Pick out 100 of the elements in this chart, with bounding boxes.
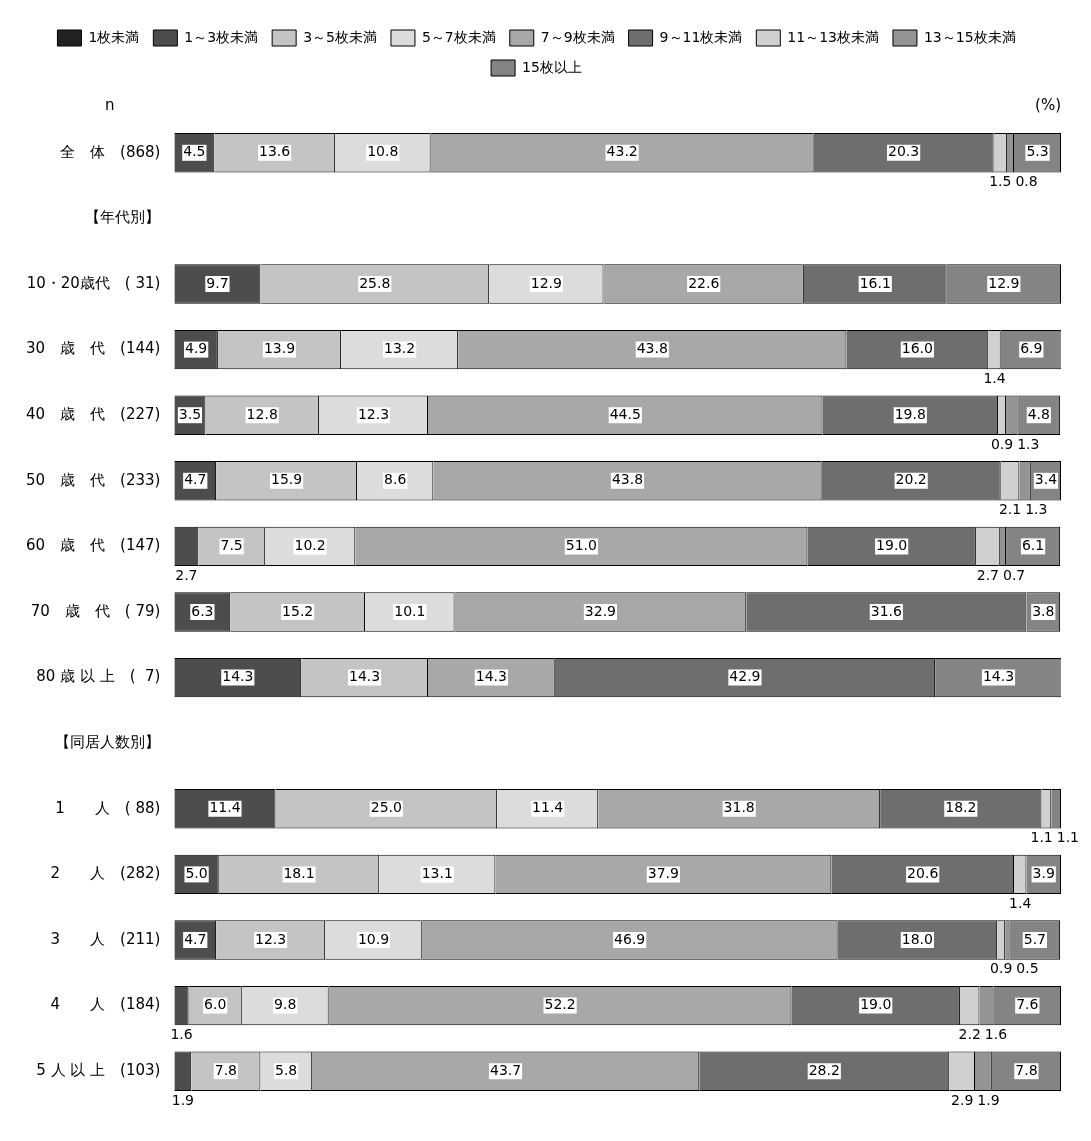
data-label: 16.0	[901, 340, 933, 357]
y-tick-label: 80 歳 以 上 ( 7)	[36, 667, 161, 686]
data-label: 0.5	[1016, 960, 1039, 977]
data-label: 14.3	[349, 668, 381, 685]
data-label: 14.3	[222, 668, 254, 685]
data-label: 15.9	[270, 471, 303, 488]
data-label: 7.6	[1016, 996, 1039, 1013]
data-label: 43.2	[606, 143, 638, 160]
data-label: 1.1	[1056, 829, 1079, 846]
data-label: 2.1	[998, 501, 1022, 518]
data-label: 4.7	[184, 930, 207, 947]
data-label: 1.6	[170, 1025, 193, 1042]
data-label: 5.0	[185, 865, 208, 882]
data-label: 28.2	[808, 1061, 840, 1078]
data-label: 32.9	[584, 602, 617, 619]
legend-label: 15枚以上	[522, 58, 582, 75]
y-tick-label: 60 歳 代 (147)	[26, 536, 161, 555]
data-label: 25.8	[359, 274, 391, 291]
data-label: 18.2	[945, 799, 977, 816]
data-label: 13.9	[263, 340, 296, 357]
data-label: 7.5	[220, 537, 243, 554]
data-label: 1.4	[983, 369, 1006, 386]
data-label: 8.6	[384, 471, 407, 488]
data-label: 4.8	[1027, 405, 1050, 422]
data-label: 6.9	[1020, 340, 1043, 357]
data-label: 3.5	[178, 405, 202, 422]
data-label: 14.3	[475, 668, 507, 685]
data-label: 12.3	[255, 930, 287, 947]
data-label: 3.8	[1032, 602, 1055, 619]
data-label: 44.5	[609, 405, 641, 422]
y-tick-label: 全 体 (868)	[60, 142, 161, 161]
data-label: 7.8	[214, 1061, 237, 1078]
legend-label: 1～3枚未満	[184, 28, 259, 45]
data-label: 31.6	[870, 602, 903, 619]
data-label: 2.7	[976, 566, 999, 583]
y-tick-label: 5 人 以 上 (103)	[36, 1061, 161, 1080]
data-label: 9.7	[206, 274, 229, 291]
data-label: 18.1	[283, 865, 315, 882]
y-tick-label: 30 歳 代 (144)	[26, 339, 161, 358]
y-tick-label: 3 人 (211)	[50, 929, 161, 948]
data-label: 13.6	[259, 143, 291, 160]
text: (%)	[1035, 96, 1061, 115]
y-tick-label: 40 歳 代 (227)	[26, 405, 161, 424]
data-label: 4.5	[183, 143, 206, 160]
y-tick-label: 10・20歳代 ( 31)	[26, 273, 161, 292]
data-label: 1.9	[171, 1091, 194, 1108]
legend-label: 3～5枚未満	[303, 28, 377, 45]
data-label: 43.7	[489, 1061, 522, 1078]
data-label: 25.0	[370, 799, 402, 816]
data-label: 2.9	[951, 1091, 974, 1108]
data-label: 10.8	[367, 143, 399, 160]
legend-label: 9～11枚未満	[659, 28, 743, 45]
y-tick-label: 1 人 ( 88)	[55, 798, 161, 817]
data-label: 9.8	[274, 996, 297, 1013]
legend-label: 11～13枚未満	[787, 28, 879, 45]
data-label: 42.9	[729, 668, 761, 685]
data-label: 43.8	[636, 340, 668, 357]
data-label: 6.3	[191, 602, 214, 619]
data-label: 13.2	[384, 340, 416, 357]
data-label: 37.9	[647, 865, 679, 882]
data-label: 19.0	[876, 537, 908, 554]
data-label: 19.0	[860, 996, 892, 1013]
data-label: 6.0	[204, 996, 227, 1013]
data-label: 18.0	[901, 930, 933, 947]
data-label: 20.3	[888, 143, 920, 160]
data-label: 1.1	[1030, 829, 1053, 846]
data-label: 12.8	[246, 405, 278, 422]
data-label: 4.9	[185, 340, 208, 357]
data-label: 7.8	[1015, 1061, 1038, 1078]
data-label: 0.7	[1002, 566, 1026, 583]
legend-label: 1枚未満	[88, 28, 140, 45]
data-label: 11.4	[532, 799, 564, 816]
legend-label: 7～9枚未満	[540, 28, 615, 45]
data-label: 2.7	[175, 566, 198, 583]
data-label: 52.2	[544, 996, 576, 1013]
data-label: 51.0	[565, 537, 597, 554]
data-label: 22.6	[688, 274, 720, 291]
data-label: 0.9	[990, 435, 1014, 452]
data-label: 12.3	[357, 405, 390, 422]
data-label: 20.6	[907, 865, 939, 882]
data-label: 10.2	[294, 537, 326, 554]
data-label: 15.2	[282, 602, 314, 619]
data-label: 16.1	[859, 274, 891, 291]
data-label: 6.1	[1021, 537, 1045, 554]
y-tick-label: 50 歳 代 (233)	[26, 470, 161, 489]
data-label: 1.9	[977, 1091, 1000, 1108]
data-label: 5.7	[1023, 930, 1046, 947]
data-label: 2.2	[958, 1025, 981, 1042]
data-label: 1.4	[1009, 894, 1032, 911]
data-label: 43.8	[611, 471, 644, 488]
data-label: 0.9	[990, 960, 1013, 977]
data-label: 1.3	[1017, 435, 1040, 452]
data-label: 10.9	[357, 930, 390, 947]
y-tick-label: 【年代別】	[85, 208, 161, 227]
data-label: 13.1	[421, 865, 453, 882]
data-label: 5.8	[275, 1061, 298, 1078]
data-label: 31.8	[723, 799, 755, 816]
legend-label: 13～15枚未満	[923, 28, 1016, 45]
data-label: 12.9	[988, 274, 1020, 291]
data-label: 12.9	[530, 274, 562, 291]
